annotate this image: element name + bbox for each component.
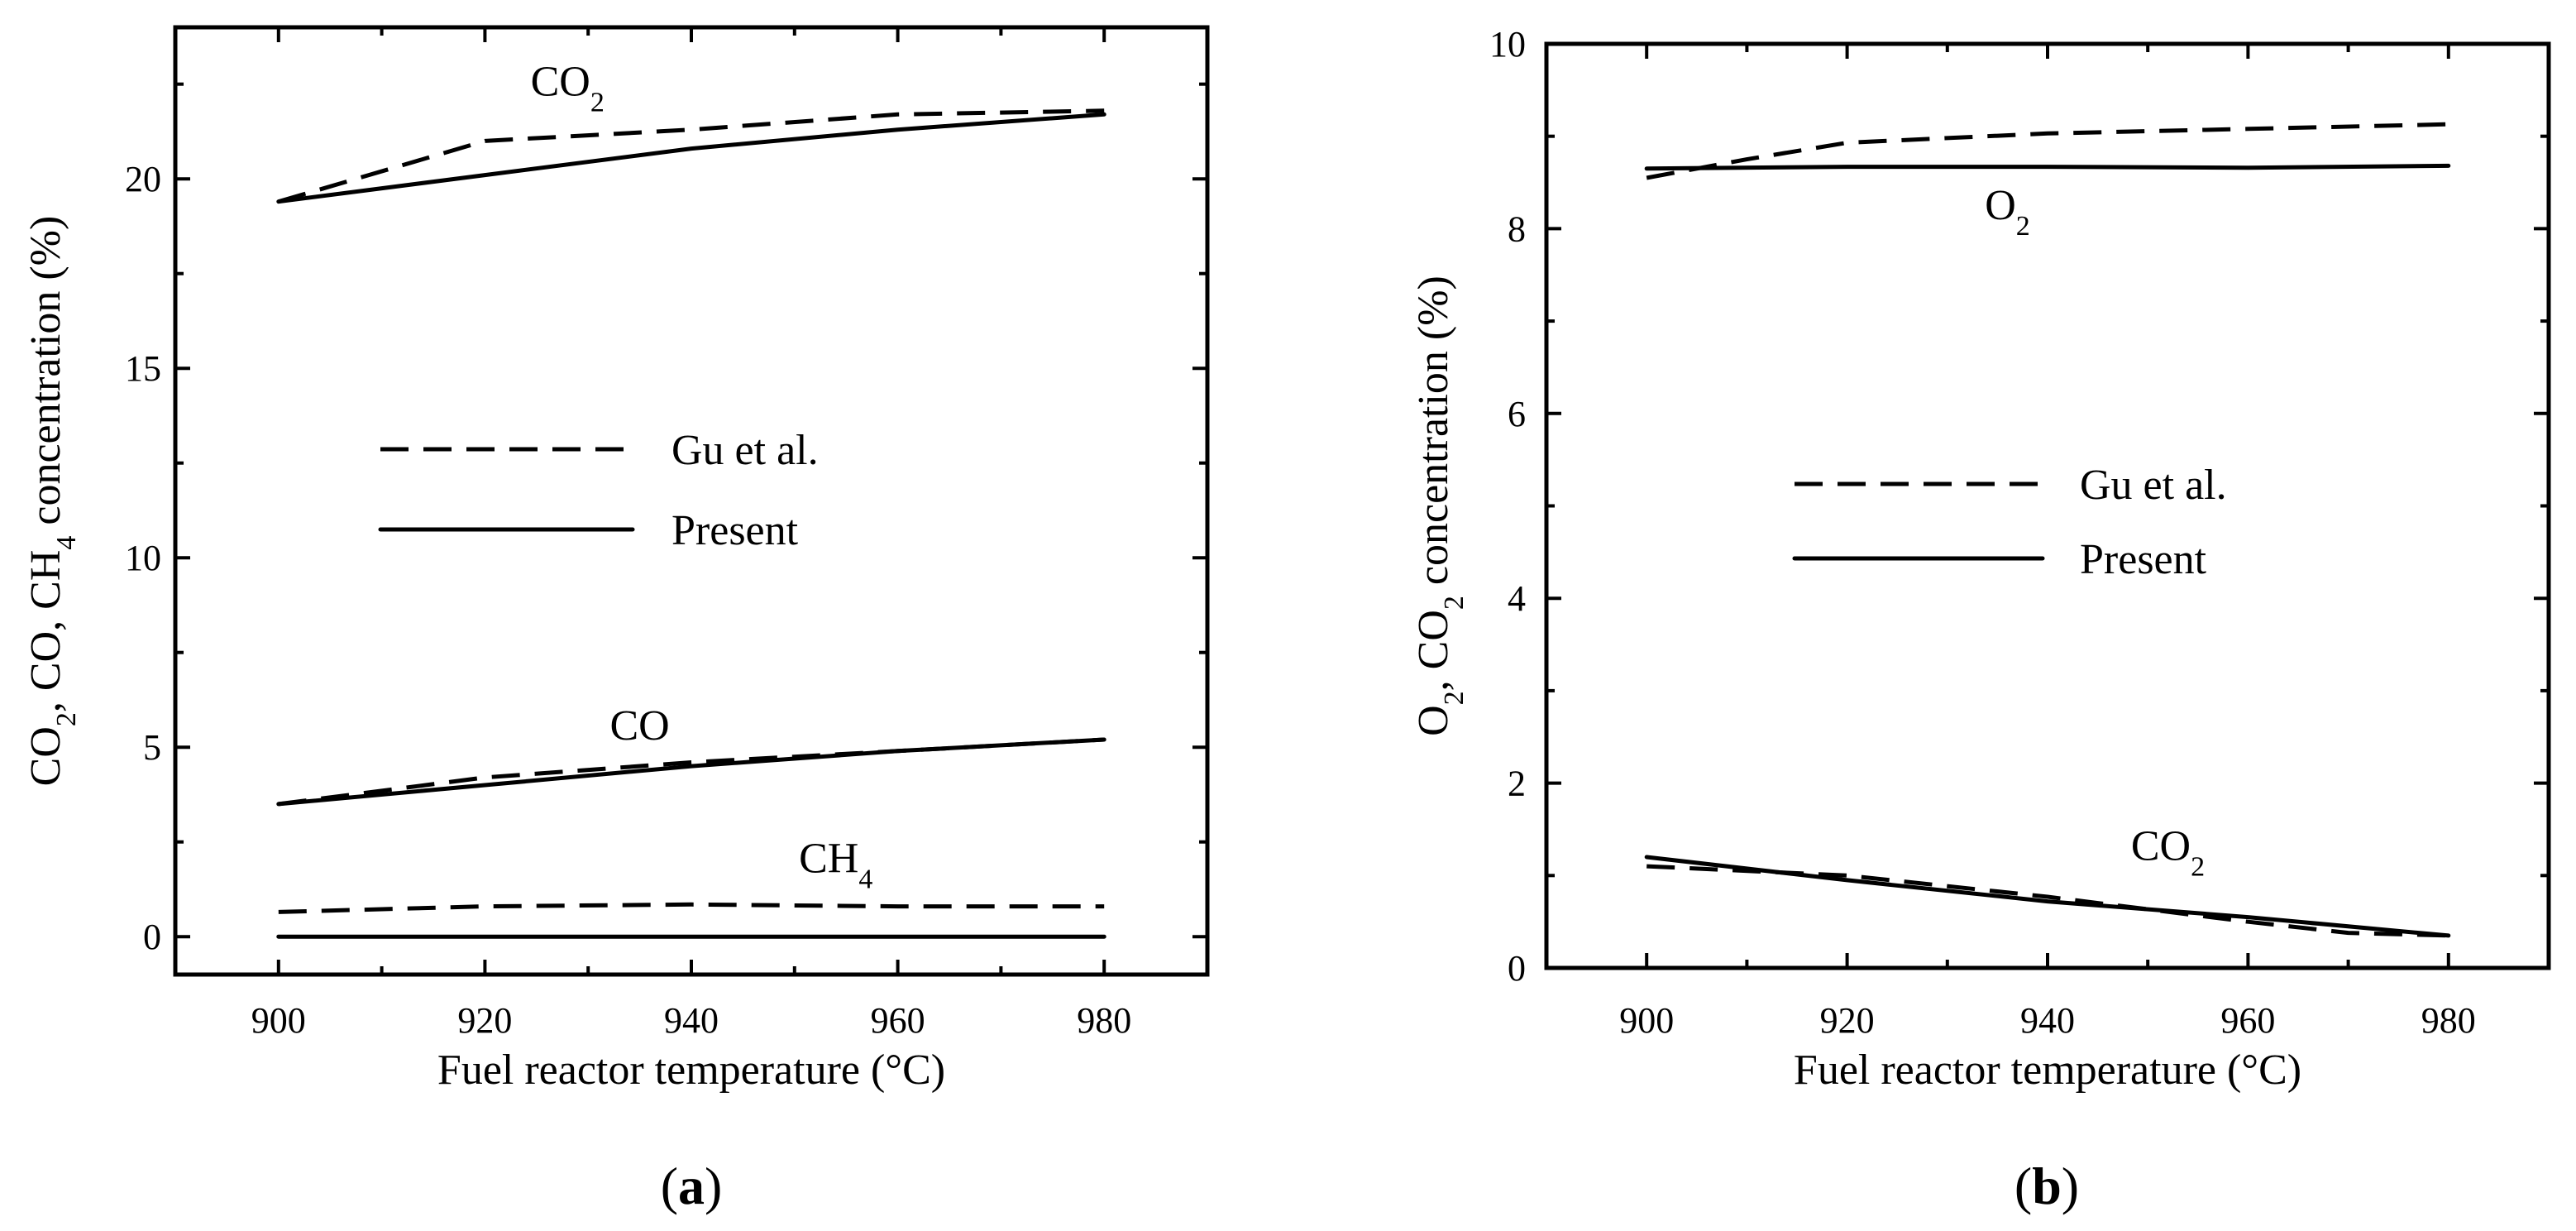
y-tick-label: 10 [125,538,161,578]
x-tick-label: 960 [2220,1000,2275,1041]
panel-label-paren: ) [705,1157,722,1215]
x-tick-label: 980 [1077,1000,1131,1041]
x-axis-label: Fuel reactor temperature (°C) [1794,1047,2301,1094]
subscript: 2 [2191,851,2205,882]
text-part: concentration (%) [1410,275,1457,596]
y-tick-label: 4 [1508,578,1526,619]
x-tick-label: 920 [457,1000,512,1041]
text-part: CO [22,726,69,786]
y-tick-label: 2 [1508,764,1526,804]
panel-label-paren: ) [2062,1157,2079,1215]
x-tick-label: 980 [2421,1000,2476,1041]
panel-label: (a) [661,1157,723,1215]
text-part: CH [799,835,858,882]
subscript: 4 [858,864,872,894]
subscript: 4 [51,536,82,550]
subscript: 2 [1439,596,1470,610]
subscript: 2 [1439,691,1470,705]
panel-label-letter: b [2032,1157,2062,1215]
panel-label-paren: ( [2014,1157,2032,1215]
text-part: , CO [1410,610,1457,691]
y-axis-label: CO2, CO, CH4 concentration (%) [22,216,82,787]
x-tick-label: 900 [1619,1000,1674,1041]
y-axis-label: O2, CO2 concentration (%) [1410,275,1470,736]
text-part: CO [531,58,590,105]
y-tick-label: 6 [1508,394,1526,434]
text-part: CO [2131,822,2191,869]
x-tick-label: 960 [871,1000,925,1041]
y-tick-label: 10 [1489,24,1526,65]
series-annotation: CO2 [2131,822,2205,882]
series-line-o2-gu-et-al- [1646,122,2449,180]
text-part: O [1985,182,2016,229]
plot-frame [173,25,1210,977]
y-tick-label: 20 [125,159,161,199]
x-tick-label: 900 [251,1000,306,1041]
x-axis-label: Fuel reactor temperature (°C) [437,1047,945,1094]
subscript: 2 [51,712,82,726]
legend-label: Present [671,507,799,554]
text-part: concentration (%) [22,216,69,536]
series-annotation: O2 [1985,182,2030,242]
legend-label: Present [2080,536,2207,583]
series-line-co-present [276,737,1106,807]
series-annotation: CO2 [531,58,605,117]
text-part: O [1410,705,1457,736]
series-annotation: CO [609,702,669,750]
legend-label: Gu et al. [2080,462,2227,509]
series-annotation: CH4 [799,835,872,894]
panel-label-paren: ( [661,1157,678,1215]
y-tick-label: 15 [125,348,161,389]
x-tick-label: 940 [664,1000,719,1041]
text-part: CO [609,702,669,750]
plot-frame [1544,41,2551,970]
text-part: , CO, CH [22,550,69,712]
series-line-ch4-gu-et-al- [278,902,1105,914]
y-tick-label: 8 [1508,208,1526,249]
x-tick-label: 940 [2020,1000,2075,1041]
panel-label-letter: a [678,1157,705,1215]
legend-label: Gu et al. [671,427,819,474]
x-tick-label: 920 [1820,1000,1875,1041]
series-line-co2-present [276,112,1106,204]
subscript: 2 [590,87,605,117]
panel-label: (b) [2014,1157,2079,1215]
subscript: 2 [2016,211,2030,242]
series-line-co2-present [1644,855,2451,938]
y-tick-label: 5 [143,727,161,768]
y-tick-label: 0 [143,917,161,957]
series-line-o2-present [1644,163,2451,171]
series-line-co2-gu-et-al- [278,108,1105,204]
y-tick-label: 0 [1508,948,1526,989]
